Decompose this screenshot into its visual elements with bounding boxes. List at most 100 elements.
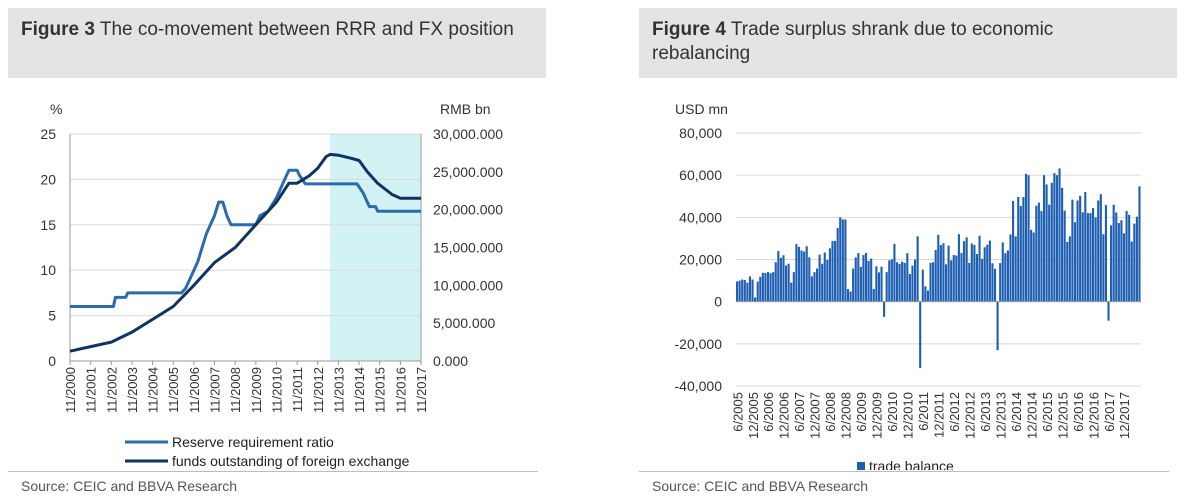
trade-balance-bar	[818, 254, 821, 302]
trade-balance-bar	[1053, 173, 1056, 302]
figure-3-header: Figure 3 The co-movement between RRR and…	[8, 8, 546, 78]
trade-balance-bar	[913, 259, 917, 302]
trade-balance-bar	[885, 272, 888, 302]
trade-balance-bar	[795, 244, 798, 302]
trade-balance-bar	[841, 219, 844, 302]
trade-balance-bar	[957, 234, 960, 302]
trade-balance-bar	[1089, 213, 1092, 302]
y-right-axis-label: RMB bn	[440, 101, 491, 117]
y-left-tick-label: 5	[48, 308, 56, 324]
x-tick-label: 11/2005	[166, 367, 181, 413]
trade-balance-bar	[1122, 233, 1126, 302]
trade-balance-bar	[1125, 211, 1128, 302]
trade-balance-bar	[1091, 208, 1095, 302]
trade-balance-bar	[1079, 195, 1082, 302]
trade-balance-bar	[826, 259, 829, 302]
trade-balance-bar	[906, 253, 909, 302]
trade-balance-bar	[808, 257, 811, 302]
shaded-region	[330, 134, 421, 361]
trade-balance-bar	[1094, 217, 1097, 302]
trade-balance-bar	[1135, 216, 1138, 302]
rrr-fx-line-chart: 0 5 10 15 20 25 0.000 5,000.000 10,000.000 15,000…	[40, 101, 503, 469]
figure-3-panel: Figure 3 The co-movement between RRR and…	[8, 8, 548, 498]
trade-balance-bar	[813, 272, 816, 302]
legend-label: Reserve requirement ratio	[172, 434, 334, 450]
y-right-tick-label: 20,000.000	[433, 202, 503, 218]
trade-balance-bar	[919, 301, 922, 369]
x-tick-label: 12/2009	[870, 392, 885, 439]
trade-balance-bar	[942, 243, 945, 302]
x-tick-label: 11/2007	[208, 367, 223, 413]
legend-swatch	[857, 462, 865, 470]
trade-balance-bar	[839, 217, 842, 302]
y-tick-label: 60,000	[679, 167, 722, 183]
trade-balance-bar	[859, 266, 862, 302]
x-tick-label: 11/2008	[228, 367, 243, 413]
trade-balance-bar	[993, 268, 997, 302]
x-tick-label: 11/2013	[331, 367, 346, 413]
trade-balance-bar	[911, 265, 914, 302]
x-tick-label: 12/2005	[746, 392, 761, 439]
x-tick-label: 6/2010	[885, 392, 900, 432]
trade-balance-bar	[983, 247, 986, 302]
x-tick-label: 6/2008	[823, 392, 838, 432]
x-tick-label: 6/2006	[761, 392, 776, 432]
x-tick-label: 11/2009	[249, 367, 264, 413]
trade-balance-bar	[1117, 223, 1120, 302]
series-line-rrr	[70, 168, 421, 308]
trade-balance-bar	[965, 237, 968, 302]
trade-balance-bar	[1128, 214, 1131, 302]
trade-balance-bar	[1115, 212, 1118, 302]
trade-balance-bar	[872, 289, 875, 302]
y-left-axis-label: %	[50, 101, 62, 117]
trade-balance-bar	[978, 235, 981, 302]
trade-balance-bar	[815, 268, 819, 302]
trade-balance-bar	[1006, 250, 1009, 302]
trade-balance-bar	[846, 289, 850, 302]
x-tick-label: 6/2013	[978, 392, 993, 432]
trade-balance-bar	[1071, 199, 1074, 302]
trade-balance-bar	[1081, 212, 1084, 302]
y-tick-label: -40,000	[675, 378, 723, 394]
x-tick-label: 12/2006	[777, 392, 792, 439]
trade-balance-bar	[1045, 184, 1048, 302]
trade-balance-bar	[844, 219, 847, 302]
trade-balance-bar	[939, 245, 942, 302]
x-tick-label: 12/2013	[993, 392, 1008, 439]
x-tick-label: 11/2014	[352, 367, 367, 413]
trade-balance-bar	[996, 301, 999, 351]
figure-3-source: Source: CEIC and BBVA Research	[21, 478, 238, 494]
y-right-tick-label: 10,000.000	[433, 277, 503, 293]
y-right-tick-label: 15,000.000	[433, 240, 503, 256]
trade-balance-bar	[800, 250, 803, 302]
x-tick-label: 6/2015	[1040, 392, 1055, 432]
y-tick-label: 0	[714, 294, 722, 310]
y-right-tick-label: 5,000.000	[433, 315, 495, 331]
trade-balance-bar	[1001, 242, 1004, 302]
x-tick-label: 12/2011	[932, 392, 947, 438]
y-tick-label: 80,000	[679, 125, 722, 141]
y-tick-label: 40,000	[679, 209, 722, 225]
x-tick-label: 11/2002	[104, 367, 119, 413]
x-tick-label: 6/2016	[1071, 392, 1086, 432]
trade-balance-bar	[1084, 192, 1087, 302]
trade-balance-bar	[898, 263, 901, 302]
trade-balance-bar	[921, 269, 924, 302]
trade-balance-bar	[782, 255, 785, 302]
trade-balance-bar	[1027, 175, 1030, 302]
trade-balance-bar	[787, 263, 790, 302]
trade-balance-bar	[1037, 202, 1040, 302]
trade-balance-bar	[970, 243, 973, 302]
trade-balance-bar	[1112, 204, 1115, 302]
series-line-fx	[69, 152, 421, 353]
trade-balance-bar	[759, 276, 762, 302]
source-divider	[639, 471, 1169, 472]
trade-balance-bar	[883, 301, 886, 317]
y-left-tick-label: 25	[40, 126, 56, 142]
trade-balance-bar	[805, 246, 808, 302]
trade-balance-bar	[893, 243, 896, 302]
trade-balance-bar	[1110, 225, 1113, 302]
trade-balance-bar	[1138, 186, 1141, 302]
trade-balance-bar	[831, 241, 834, 302]
trade-balance-bar	[870, 258, 873, 302]
